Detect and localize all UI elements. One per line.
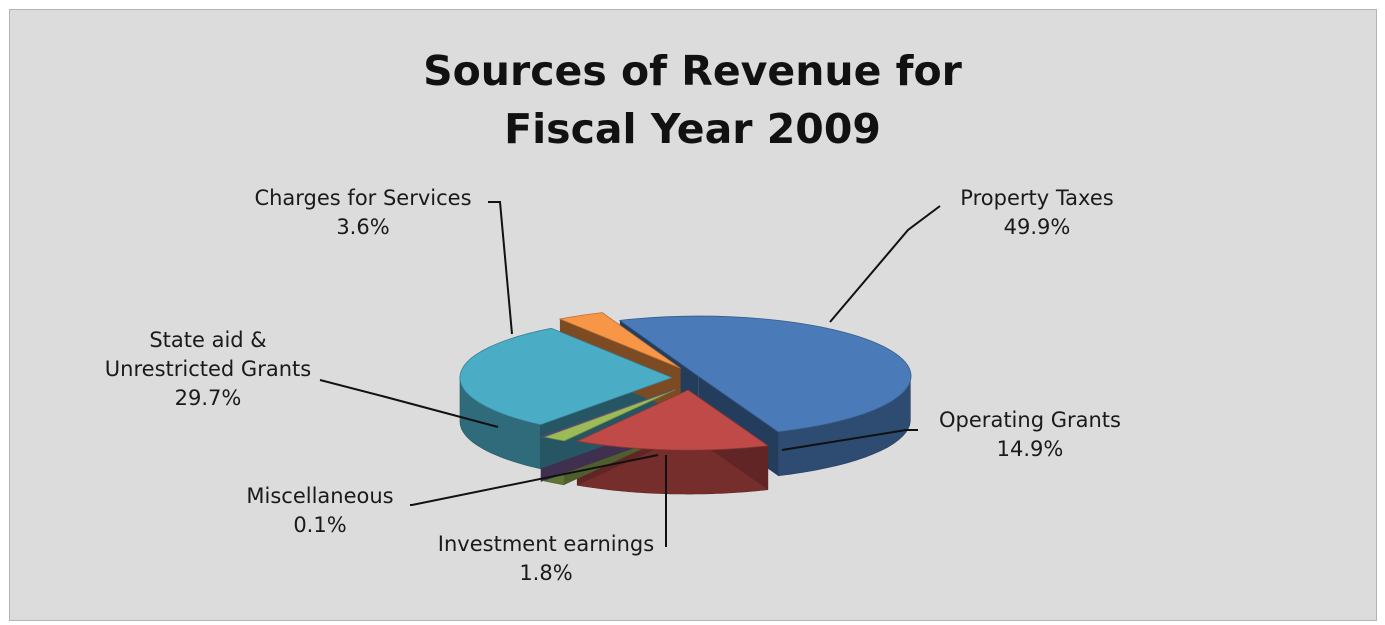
label-investment-earnings-value: 1.8% — [519, 561, 573, 585]
label-miscellaneous: Miscellaneous 0.1% — [232, 482, 408, 540]
pie-tops — [459, 312, 912, 451]
label-operating-grants-name: Operating Grants — [939, 408, 1121, 432]
label-investment-earnings: Investment earnings 1.8% — [420, 530, 672, 588]
label-operating-grants-value: 14.9% — [996, 437, 1064, 461]
label-charges-for-services-value: 3.6% — [336, 215, 390, 239]
slice-state-aid — [459, 327, 674, 426]
label-state-aid-name: State aid & — [149, 328, 267, 352]
label-miscellaneous-name: Miscellaneous — [246, 484, 394, 508]
label-charges-for-services: Charges for Services 3.6% — [238, 184, 488, 242]
slice-operating-grants — [575, 389, 769, 451]
label-state-aid-name-line2: Unrestricted Grants — [104, 357, 312, 381]
slice-property-taxes — [618, 315, 912, 433]
label-state-aid-value: 29.7% — [174, 386, 242, 410]
chart-area — [9, 9, 1377, 621]
title-line-2: Fiscal Year 2009 — [504, 105, 881, 153]
label-operating-grants: Operating Grants 14.9% — [920, 406, 1140, 464]
leader-line-charges-for-services — [488, 201, 513, 335]
leader-line-operating-grants — [781, 429, 918, 451]
label-property-taxes-name: Property Taxes — [960, 186, 1114, 210]
label-charges-for-services-name: Charges for Services — [254, 186, 472, 210]
label-state-aid: State aid & Unrestricted Grants 29.7% — [100, 326, 316, 413]
title-line-1: Sources of Revenue for — [423, 47, 962, 95]
leader-lines — [319, 201, 941, 547]
leader-line-property-taxes — [829, 205, 941, 323]
label-property-taxes: Property Taxes 49.9% — [938, 184, 1136, 242]
label-property-taxes-value: 49.9% — [1003, 215, 1071, 239]
label-miscellaneous-value: 0.1% — [293, 513, 347, 537]
label-investment-earnings-name: Investment earnings — [437, 532, 655, 556]
leader-line-miscellaneous — [410, 454, 659, 506]
chart-title: Sources of Revenue for Fiscal Year 2009 — [0, 42, 1385, 158]
leader-line-state-aid — [319, 379, 499, 428]
slice-miscellaneous — [539, 389, 673, 438]
slice-investment-earnings — [543, 389, 676, 442]
slice-charges-for-services — [558, 312, 681, 369]
